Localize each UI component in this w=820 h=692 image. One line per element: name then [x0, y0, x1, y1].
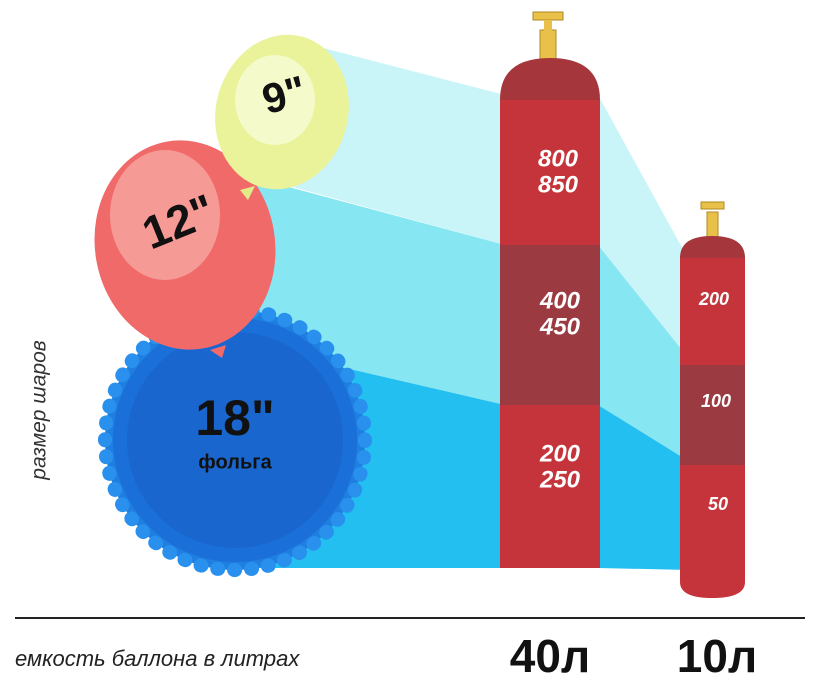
section-value: 250: [539, 466, 581, 493]
section-value: 100: [701, 391, 731, 411]
balloon-sublabel: фольга: [198, 451, 272, 473]
cylinder-10: 200 100 50: [680, 201, 745, 598]
section-value: 450: [539, 313, 581, 340]
footer: емкость баллона в литрах: [15, 646, 300, 671]
cylinder-40: 800 850 400 450 200 250: [500, 11, 600, 568]
side-label: размер шаров: [28, 340, 51, 480]
balloon-label: 18": [195, 390, 274, 446]
balloon-18: 18" фольга: [98, 303, 372, 577]
section-value: 850: [538, 171, 579, 198]
balloon-9: 9": [215, 34, 349, 200]
section-value: 50: [708, 494, 728, 514]
section-value: 800: [538, 145, 579, 172]
balloon-12: 12": [94, 140, 276, 358]
cylinder-label: 10л: [677, 630, 757, 682]
section-value: 200: [539, 440, 581, 467]
cylinder-label: 40л: [510, 630, 590, 682]
section-value: 200: [698, 289, 729, 309]
section-value: 400: [539, 287, 581, 314]
